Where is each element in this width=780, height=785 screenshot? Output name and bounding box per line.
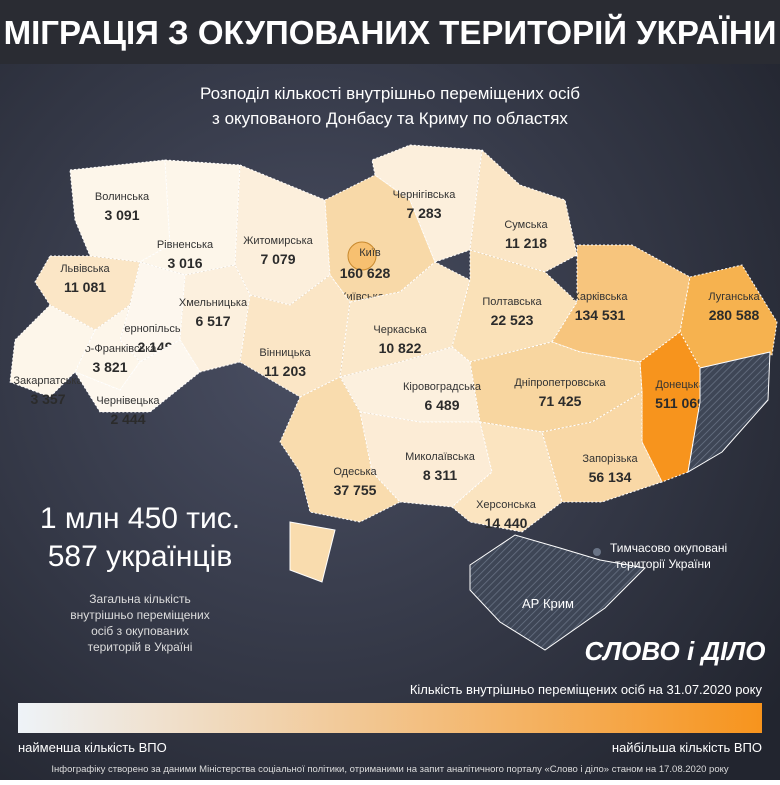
region-value: 3 016 (167, 255, 202, 271)
region-name: Сумська (504, 219, 548, 231)
region-value: 3 091 (104, 207, 139, 223)
crimea-label: АР Крим (522, 596, 574, 611)
total-desc: внутрішньо переміщених (70, 608, 210, 622)
region-name: Львівська (60, 263, 110, 275)
region-value: 71 425 (539, 393, 582, 409)
region-value: 7 079 (260, 251, 295, 267)
region-name: Хмельницька (179, 297, 248, 309)
kyiv-value: 160 628 (340, 265, 391, 281)
region-value: 11 081 (64, 279, 106, 295)
subtitle: Розподіл кількості внутрішньо переміщени… (200, 84, 580, 103)
total-desc: територій в Україні (88, 640, 193, 654)
region (138, 159, 241, 276)
region-name: Полтавська (482, 296, 542, 308)
region-name: Луганська (708, 291, 760, 303)
total-desc: Загальна кількість (89, 592, 190, 606)
kyiv-name: Київ (359, 247, 381, 259)
occupied-legend-dot (593, 548, 601, 556)
region-name: Житомирська (243, 235, 313, 247)
region-value: 6 489 (424, 397, 459, 413)
region-name: Вінницька (259, 347, 311, 359)
region-value: 11 218 (505, 235, 547, 251)
region-value: 511 069 (655, 395, 705, 411)
region (73, 339, 201, 413)
region-name: Тернопільська (118, 323, 192, 335)
legend-min: найменша кількість ВПО (18, 740, 167, 755)
total-desc: осіб з окупованих (91, 624, 189, 638)
region (451, 249, 578, 363)
region (69, 159, 171, 263)
region-value: 22 523 (491, 312, 534, 328)
region-value: 14 440 (485, 515, 528, 531)
region-value: 10 822 (379, 340, 422, 356)
region-name: Херсонська (476, 499, 537, 511)
region-name: Чернігівська (393, 189, 457, 201)
region (339, 346, 481, 423)
logo: СЛОВО і ДІЛО (585, 636, 766, 666)
region (679, 264, 778, 369)
region-value: 6 517 (195, 313, 230, 329)
odesa-south (289, 521, 336, 583)
total: 587 українців (48, 540, 233, 573)
region-name: Чернівецька (96, 395, 160, 407)
region-value: 8 311 (423, 467, 457, 483)
region-name: Донецька (655, 379, 705, 391)
region-value: 11 203 (264, 363, 306, 379)
region-name: Миколаївська (405, 451, 476, 463)
region-value: 56 134 (589, 469, 632, 485)
region (339, 261, 471, 378)
occupied-donbas (687, 351, 771, 473)
region-value: 37 755 (334, 482, 377, 498)
region-name: Волинська (95, 191, 150, 203)
region-value: 3 357 (30, 391, 65, 407)
region-value: 2 444 (110, 411, 145, 427)
legend-caption: Кількість внутрішньо переміщених осіб на… (410, 682, 763, 697)
region-name: Рівненська (157, 239, 214, 251)
region (9, 304, 96, 398)
region (359, 411, 493, 508)
subtitle: з окупованого Донбасу та Криму по област… (212, 109, 568, 128)
region (541, 391, 663, 503)
region-name: Закарпатська (13, 375, 83, 387)
crimea (469, 534, 647, 651)
region-name: Дніпропетровська (514, 377, 606, 389)
region-name: Запорізька (582, 453, 638, 465)
region (239, 274, 351, 398)
region-value: 134 531 (575, 307, 626, 323)
total: 1 млн 450 тис. (40, 502, 240, 535)
region (451, 421, 563, 533)
title: МІГРАЦІЯ З ОКУПОВАНИХ ТЕРИТОРІЙ УКРАЇНИ (4, 13, 777, 51)
region-value: 3 821 (92, 359, 127, 375)
title-bar (0, 0, 780, 64)
region-name: Кіровоградська (403, 381, 482, 393)
region-name: Одеська (333, 466, 377, 478)
region (371, 144, 483, 263)
region-name: Черкаська (373, 324, 427, 336)
occupied-legend: Тимчасово окуповані території України (610, 541, 727, 571)
region (279, 376, 401, 523)
legend-gradient (18, 703, 762, 733)
legend-max: найбільша кількість ВПО (612, 740, 762, 755)
region-value: 7 283 (406, 205, 441, 221)
region-name: Харківська (573, 291, 629, 303)
footer: Інфографіку створено за даними Міністерс… (51, 764, 728, 775)
kyiv-city (347, 241, 377, 271)
region-value: 280 588 (709, 307, 760, 323)
